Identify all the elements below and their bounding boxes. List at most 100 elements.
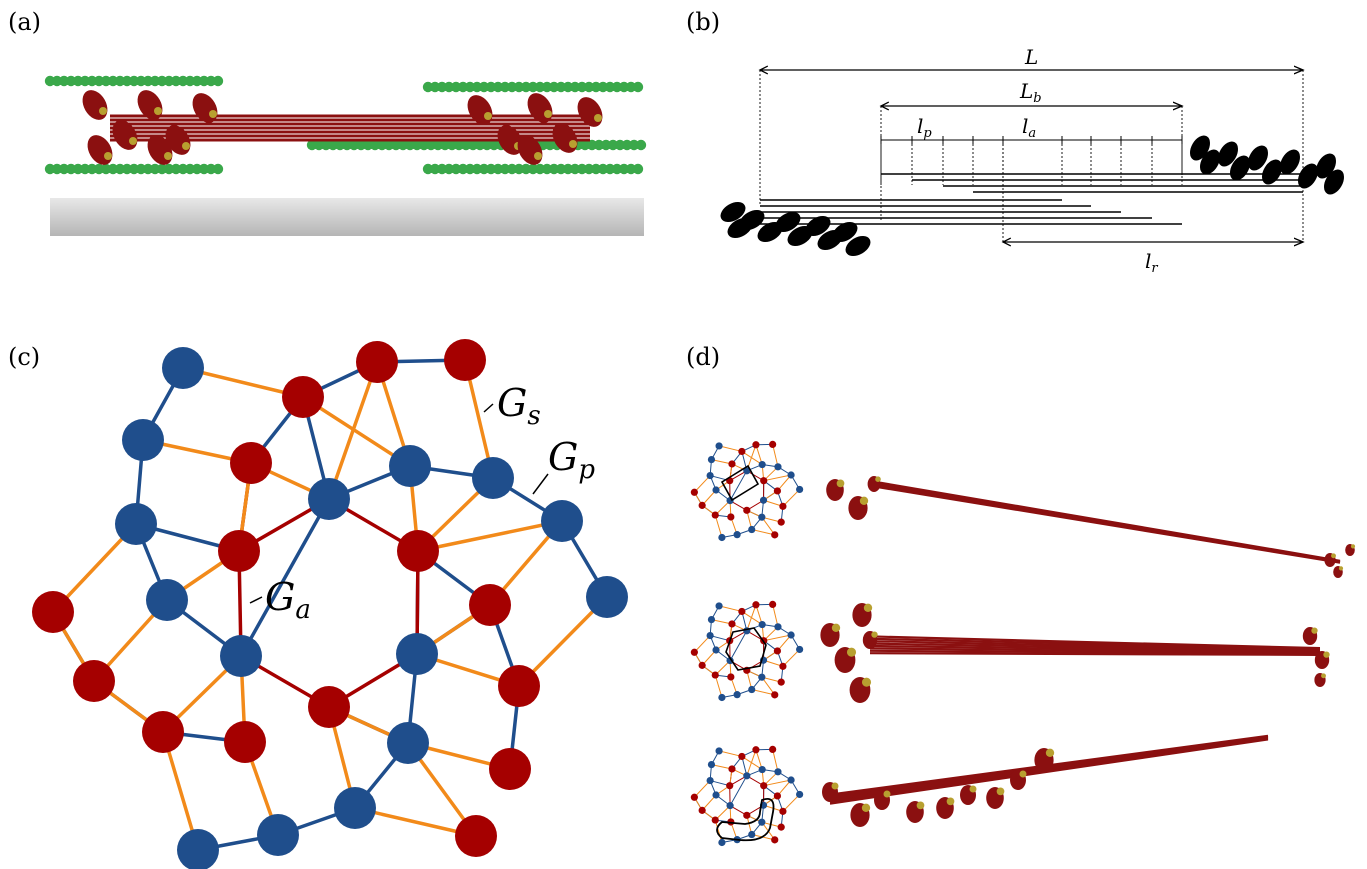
panel-a-rendering (44, 75, 647, 236)
blue-node (726, 657, 734, 665)
red-node (698, 501, 706, 509)
blue-node (220, 635, 262, 677)
bundle-rendering-1 (826, 476, 1356, 578)
blue-node (586, 576, 628, 618)
selection-outline (725, 627, 767, 671)
network-edge (729, 775, 748, 807)
label-Gs: Gs (497, 381, 541, 431)
blue-node (787, 631, 795, 639)
segment-ticks (880, 136, 1183, 185)
blue-node (758, 460, 766, 469)
mini-network-3 (690, 745, 804, 847)
panel-c-labels: Gs Gp Ga (265, 381, 595, 625)
blue-node (743, 467, 751, 475)
myosin-head-cluster (192, 93, 218, 123)
blue-node (712, 646, 720, 654)
red-node (771, 531, 779, 539)
panel-label-c: (c) (8, 343, 41, 371)
mini-nodes (690, 600, 804, 702)
network-edge (729, 630, 748, 662)
blue-node (707, 456, 716, 464)
network-edge (763, 634, 792, 642)
blue-node (541, 500, 583, 542)
network-edge (718, 445, 743, 452)
myosin-neck (836, 479, 845, 488)
red-node (698, 661, 706, 669)
leader-Gs (483, 403, 494, 413)
blue-node (712, 791, 720, 799)
myosin-neck (484, 112, 492, 120)
myosin-neck (875, 476, 881, 483)
label-Gp: Gp (548, 435, 595, 485)
red-node (777, 823, 785, 831)
bundle-strand (869, 635, 1321, 650)
myosin-neck (859, 496, 869, 505)
label-Gp-main: G (548, 435, 578, 479)
blue-node (162, 347, 204, 389)
blue-node (718, 533, 726, 542)
panel-label-b: (b) (686, 8, 721, 36)
blue-node (733, 691, 741, 699)
red-node (728, 460, 736, 468)
panel-c-network (32, 339, 628, 869)
actin-bead (632, 81, 644, 93)
red-node (727, 513, 735, 521)
red-node (752, 746, 760, 754)
myosin-neck (594, 114, 602, 122)
network-edge (763, 779, 792, 787)
blue-node (758, 673, 766, 681)
network-edge (751, 689, 776, 696)
myosin-head-right (1248, 145, 1268, 171)
leader-Ga (249, 596, 263, 604)
blue-node (715, 442, 723, 450)
red-node (282, 376, 324, 418)
label-Lb-sub: b (1033, 91, 1041, 106)
myosin-neck (861, 803, 871, 812)
network-edge (751, 529, 776, 536)
network-edge (718, 605, 743, 612)
red-node (224, 721, 266, 763)
actin-bead (212, 75, 224, 87)
myosin-neck (831, 623, 841, 632)
blue-node (733, 531, 741, 539)
blue-node (774, 768, 782, 776)
blue-node (718, 693, 726, 702)
blue-node (472, 457, 514, 499)
network-edge (782, 793, 801, 812)
label-la: la (1022, 114, 1036, 141)
myosin-neck (99, 107, 107, 115)
myosin-head-left (775, 212, 801, 232)
red-node (230, 442, 272, 484)
myosin-head-right (1324, 169, 1344, 195)
blue-node (748, 685, 756, 694)
network-edge (782, 488, 801, 507)
network-edge (761, 676, 776, 696)
red-node (743, 811, 751, 819)
myosin-head-right (1230, 155, 1250, 181)
panel-b-schematic (720, 70, 1344, 256)
myosin-neck (863, 603, 873, 612)
red-node (738, 607, 746, 616)
network-edge (761, 516, 776, 536)
bundle-strand (869, 484, 1341, 564)
network-edge (772, 748, 779, 773)
panel-d (690, 440, 1356, 847)
blue-node (389, 445, 431, 487)
bundle-strand (869, 642, 1321, 653)
actin-bead (212, 163, 224, 175)
blue-node (707, 616, 716, 624)
myosin-neck (969, 785, 977, 793)
red-node (779, 662, 787, 670)
myosin-heads (720, 135, 1344, 256)
red-node (489, 748, 531, 790)
blue-node (774, 463, 782, 471)
actin-filaments (44, 75, 647, 175)
blue-node (726, 802, 734, 810)
network-edge (772, 603, 779, 628)
blue-node (796, 645, 804, 654)
myosin-neck (946, 797, 955, 806)
myosin-neck (209, 110, 217, 118)
network-edge (714, 674, 723, 698)
blue-node (146, 579, 188, 621)
leader-Gp (532, 473, 549, 495)
